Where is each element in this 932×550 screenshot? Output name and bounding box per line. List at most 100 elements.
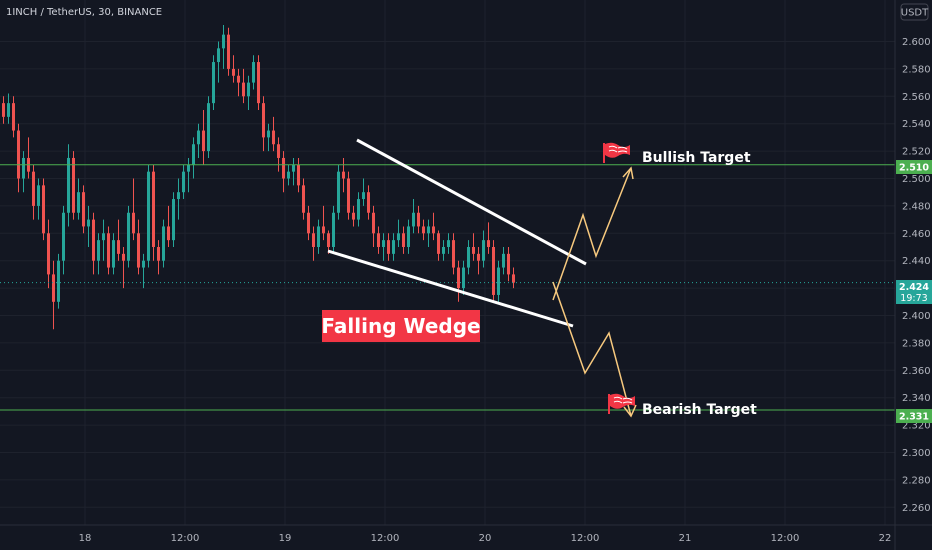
candle-body (122, 253, 125, 261)
candle-body (402, 233, 405, 247)
time-tick-label: 20 (479, 533, 492, 544)
bearish-level-value: 2.331 (899, 412, 929, 423)
candle-body (382, 240, 385, 247)
bar-countdown: 19:73 (900, 293, 927, 304)
candle-body (107, 233, 110, 268)
chart-drawings (327, 138, 637, 418)
price-tick-label: 2.280 (902, 475, 931, 486)
candle-body (207, 103, 210, 152)
candle-body (172, 199, 175, 241)
bullish-arrowhead (622, 166, 634, 180)
candle-body (287, 171, 290, 179)
candle-body (257, 62, 260, 104)
candle-body (97, 240, 100, 261)
price-tick-label: 2.340 (902, 393, 931, 404)
candle-body (277, 144, 280, 158)
price-tick-label: 2.540 (902, 119, 931, 130)
candle-body (247, 82, 250, 97)
price-tick-label: 2.380 (902, 338, 931, 349)
candle-body (132, 212, 135, 234)
candle-body (177, 192, 180, 200)
candle-body (137, 233, 140, 268)
symbol-title: 1INCH / TetherUS, 30, BINANCE (6, 7, 162, 18)
candle-body (447, 240, 450, 247)
wedge-lower-trendline (327, 249, 574, 328)
candle-body (407, 226, 410, 247)
candle-body (512, 274, 515, 283)
candle-body (217, 48, 220, 63)
candle-body (457, 267, 460, 289)
candle-body (17, 130, 20, 179)
current-price-value: 2.424 (899, 282, 929, 293)
candle-body (182, 171, 185, 193)
candle-body (2, 103, 5, 117)
horizontal-levels (0, 164, 895, 411)
candle-body (187, 164, 190, 172)
bearish-projection-path (552, 281, 632, 417)
time-tick-label: 12:00 (771, 533, 800, 544)
bearish-target-label: Bearish Target (642, 402, 757, 418)
candle-body (417, 212, 420, 227)
candle-body (142, 260, 145, 268)
time-tick-label: 19 (279, 533, 292, 544)
candle-body (37, 185, 40, 206)
candle-body (507, 253, 510, 275)
price-tick-label: 2.360 (902, 366, 931, 377)
candle-body (72, 157, 75, 213)
current-price-badge-bg (896, 280, 932, 304)
candle-body (422, 226, 425, 234)
candle-body (42, 185, 45, 234)
red-flag-icon (603, 142, 630, 163)
candle-body (152, 171, 155, 247)
candle-body (367, 192, 370, 213)
candle-body (432, 226, 435, 234)
candle-body (77, 192, 80, 213)
candle-body (127, 212, 130, 261)
candle-body (47, 233, 50, 275)
candle-body (167, 226, 170, 241)
currency-button-border (900, 3, 929, 21)
time-tick-label: 22 (879, 533, 892, 544)
candle-body (467, 247, 470, 268)
candle-body (412, 212, 415, 227)
candle-body (267, 130, 270, 138)
bullish-projection-path (552, 167, 632, 301)
candle-body (372, 212, 375, 234)
price-tick-label: 2.600 (902, 37, 931, 48)
candle-body (57, 260, 60, 302)
candle-body (497, 267, 500, 295)
price-tick-label: 2.560 (902, 92, 931, 103)
candle-body (487, 240, 490, 247)
candle-body (67, 157, 70, 213)
candle-body (227, 34, 230, 69)
bullish-target-label: Bullish Target (642, 150, 751, 166)
price-tick-label: 2.500 (902, 174, 931, 185)
candle-body (472, 247, 475, 254)
price-tick-label: 2.260 (902, 503, 931, 514)
price-tick-label: 2.520 (902, 147, 931, 158)
currency-label: USDT (901, 8, 929, 19)
candle-body (377, 233, 380, 247)
candle-body (262, 103, 265, 138)
candle-body (82, 192, 85, 227)
candle-body (202, 130, 205, 152)
candle-body (352, 212, 355, 220)
price-tick-label: 2.300 (902, 448, 931, 459)
candle-body (387, 240, 390, 254)
currency-button[interactable]: USDT (900, 3, 929, 21)
time-axis[interactable]: 18 12:00 19 12:00 20 12:00 21 12:00 22 (0, 524, 932, 544)
candlestick-series (2, 25, 515, 330)
candle-body (362, 192, 365, 200)
pattern-label-text: Falling Wedge (321, 314, 480, 338)
candle-body (322, 226, 325, 234)
candle-body (452, 240, 455, 268)
candle-body (437, 233, 440, 254)
candle-body (317, 226, 320, 247)
price-tick-label: 2.400 (902, 311, 931, 322)
candle-body (102, 233, 105, 241)
candle-body (342, 171, 345, 179)
candle-body (312, 233, 315, 247)
candle-body (502, 253, 505, 268)
red-flag-icon (608, 393, 635, 414)
